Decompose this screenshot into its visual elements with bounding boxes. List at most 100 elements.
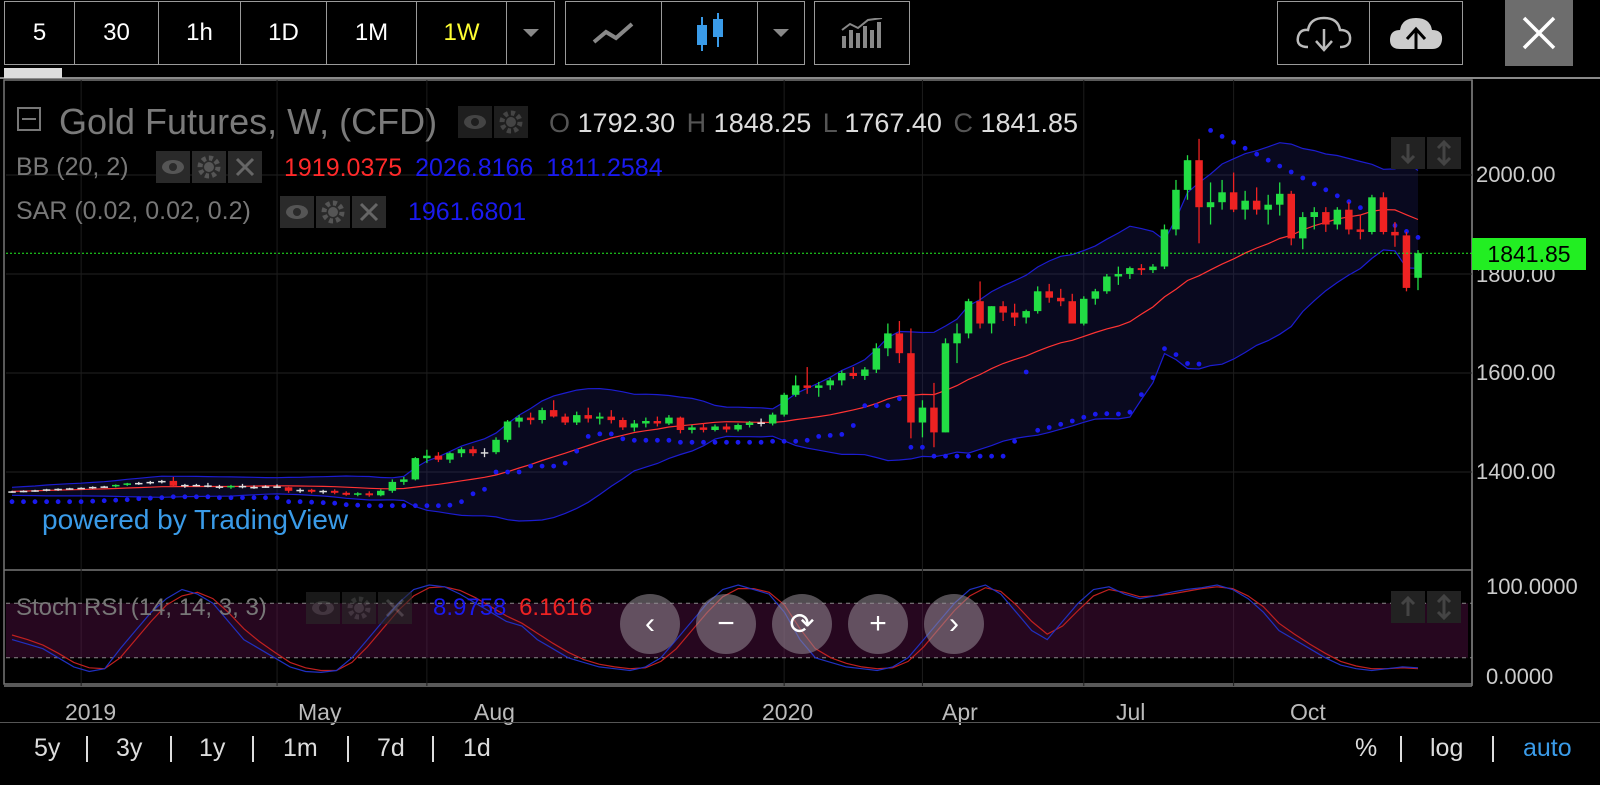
remove-icon[interactable] <box>228 151 262 183</box>
candle-body <box>434 455 443 460</box>
candle-body <box>1057 297 1065 302</box>
price-tick-label: 1600.00 <box>1476 360 1556 385</box>
candle-body <box>1356 229 1365 232</box>
reset-chart-button[interactable]: ⟳ <box>772 594 832 654</box>
separator <box>86 736 88 762</box>
candle-body <box>238 485 247 488</box>
sar-dot <box>124 497 130 503</box>
move-up-icon[interactable] <box>1391 591 1425 623</box>
candle-body <box>457 449 466 454</box>
percent-scale-button[interactable]: % <box>1355 734 1378 762</box>
gear-icon[interactable] <box>342 592 376 624</box>
remove-icon[interactable] <box>378 592 412 624</box>
candle-body <box>19 490 28 493</box>
scroll-right-button[interactable]: › <box>924 594 984 654</box>
gear-icon[interactable] <box>192 151 226 183</box>
line-chart-button[interactable] <box>566 2 662 64</box>
sar-dot <box>366 503 372 509</box>
candle-body <box>987 306 996 324</box>
sar-dot <box>1208 127 1213 133</box>
gear-icon[interactable] <box>494 106 528 138</box>
eye-icon[interactable] <box>458 106 492 138</box>
eye-icon[interactable] <box>280 196 314 228</box>
close-label: C <box>953 108 973 138</box>
candle-body <box>549 410 558 417</box>
close-button[interactable] <box>1505 0 1573 66</box>
range-1d-button[interactable]: 1d <box>463 734 491 762</box>
bottom-divider <box>0 722 1600 723</box>
scroll-left-button[interactable]: ‹ <box>620 594 680 654</box>
gear-icon[interactable] <box>316 196 350 228</box>
candle-chart-button[interactable] <box>662 2 758 64</box>
candle-body <box>780 394 788 415</box>
chart-type-dropdown-button[interactable] <box>758 2 804 64</box>
toolbar-divider <box>0 77 1600 79</box>
auto-scale-button[interactable]: auto <box>1523 734 1572 762</box>
candle-body <box>158 480 166 483</box>
candle-body <box>561 416 569 423</box>
maximize-pane-icon[interactable] <box>1427 591 1461 623</box>
sar-dot <box>850 423 856 428</box>
bb-lower-line <box>11 249 1419 522</box>
candle-body <box>54 488 62 491</box>
eye-icon[interactable] <box>156 151 190 183</box>
interval-1w-button[interactable]: 1W <box>417 2 507 64</box>
sar-dot <box>205 494 211 500</box>
move-down-icon[interactable] <box>1391 137 1425 169</box>
load-layout-button[interactable] <box>1278 2 1370 64</box>
sar-dot <box>21 499 26 505</box>
interval-1m-button[interactable]: 1M <box>327 2 417 64</box>
sar-controls <box>280 196 386 228</box>
sar-dot <box>724 439 729 445</box>
collapse-legend-button[interactable] <box>17 107 41 131</box>
range-3y-button[interactable]: 3y <box>116 734 143 762</box>
candle-body <box>227 485 235 488</box>
zoom-in-button[interactable]: + <box>848 594 908 654</box>
time-tick-label: Apr <box>942 699 978 725</box>
scroll-tab[interactable] <box>4 68 62 78</box>
candle-body <box>688 427 696 430</box>
sar-dot <box>159 495 165 501</box>
candle-body <box>181 484 189 487</box>
save-layout-button[interactable] <box>1370 2 1462 64</box>
candle-body <box>895 333 904 354</box>
candle-body <box>1414 253 1422 278</box>
range-7d-button[interactable]: 7d <box>377 734 405 762</box>
high-label: H <box>686 108 707 138</box>
interval-dropdown-button[interactable] <box>507 2 554 64</box>
zoom-out-button[interactable]: − <box>696 594 756 654</box>
sar-dot <box>758 439 764 445</box>
sar-dot <box>1323 187 1329 193</box>
candle-body <box>1068 301 1076 324</box>
indicators-button[interactable] <box>815 2 909 64</box>
open-value: 1792.30 <box>577 108 676 138</box>
time-tick-label: Oct <box>1290 699 1326 725</box>
maximize-pane-icon[interactable] <box>1427 137 1461 169</box>
range-1m-button[interactable]: 1m <box>283 734 318 762</box>
candle-body <box>1276 193 1284 205</box>
sar-dot <box>597 431 603 437</box>
chevron-down-icon <box>773 29 789 37</box>
sar-dot <box>309 499 314 505</box>
candle-body <box>907 353 915 423</box>
interval-30-button[interactable]: 30 <box>75 2 159 64</box>
range-5y-button[interactable]: 5y <box>34 734 61 762</box>
log-scale-button[interactable]: log <box>1430 734 1464 762</box>
candle-body <box>665 417 673 424</box>
sar-dot <box>1162 346 1167 352</box>
candle-body <box>642 421 650 424</box>
candle-body <box>365 493 373 496</box>
candle-body <box>354 493 362 495</box>
remove-icon[interactable] <box>352 196 386 228</box>
sar-dot <box>897 396 902 402</box>
interval-1d-button[interactable]: 1D <box>241 2 327 64</box>
sar-dot <box>378 503 384 509</box>
range-1y-button[interactable]: 1y <box>199 734 226 762</box>
sar-dot <box>459 499 464 505</box>
interval-1h-button[interactable]: 1h <box>159 2 241 64</box>
separator <box>432 736 434 762</box>
interval-5-button[interactable]: 5 <box>5 2 75 64</box>
candle-body <box>1218 192 1226 203</box>
eye-icon[interactable] <box>306 592 340 624</box>
separator <box>347 736 349 762</box>
